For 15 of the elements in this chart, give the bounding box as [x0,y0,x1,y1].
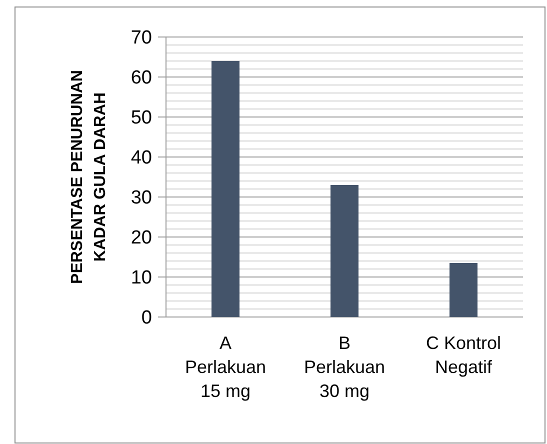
x-tick-label: B Perlakuan 30 mg [304,333,386,401]
y-tick-label: 40 [130,148,152,169]
y-tick-label: 60 [130,68,152,89]
y-tick-label: 30 [130,188,152,209]
x-tick-label: C Kontrol Negatif [426,333,502,377]
bar [450,263,478,317]
y-tick-label: 20 [130,228,152,249]
y-tick-label: 70 [130,28,152,49]
y-axis-title: PERSENTASE PENURUNAN KADAR GULA DARAH [69,70,109,284]
y-tick-label: 10 [130,268,152,289]
bar [330,185,358,317]
x-tick-label: A Perlakuan 15 mg [184,333,266,401]
y-tick-label: 0 [141,308,152,329]
y-tick-label: 50 [130,108,152,129]
bar [212,61,240,317]
